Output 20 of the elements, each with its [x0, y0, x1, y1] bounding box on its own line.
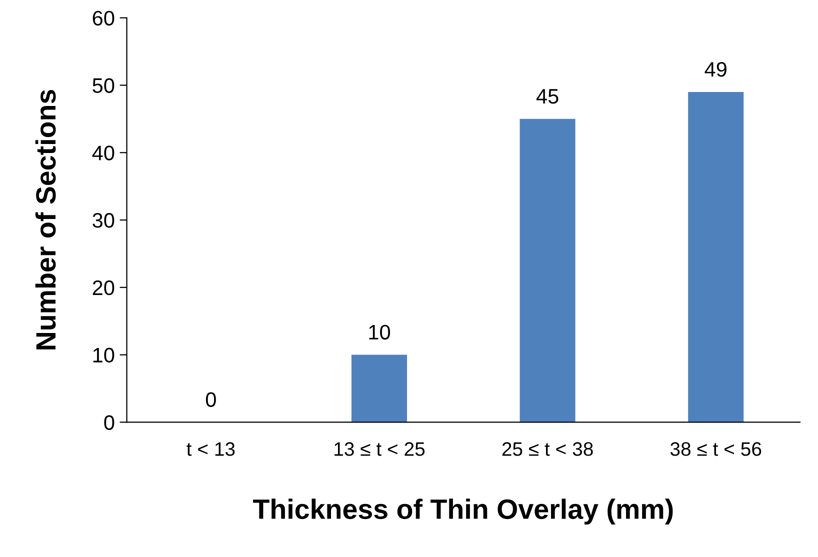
x-tick-label: 25 ≤ t < 38: [502, 442, 593, 456]
y-tick-label: 50: [92, 78, 114, 93]
y-tick-label: 30: [92, 213, 114, 228]
data-label: 49: [704, 62, 726, 77]
x-tick-label: 13 ≤ t < 25: [334, 442, 425, 456]
y-tick-label: 0: [104, 415, 114, 430]
data-label: 10: [369, 324, 390, 340]
x-tick-label: t < 13: [186, 442, 235, 456]
bar: [520, 118, 576, 422]
bar: [351, 354, 408, 422]
y-tick-label: 20: [92, 280, 114, 296]
x-axis-title: Thickness of Thin Overlay (mm): [253, 498, 673, 525]
bar: [688, 92, 744, 422]
y-tick-label: 60: [92, 10, 114, 26]
data-label: 45: [536, 89, 558, 104]
y-tick-label: 10: [93, 348, 114, 363]
data-label: 0: [206, 392, 216, 407]
x-tick-label: 38 ≤ t < 56: [670, 442, 762, 456]
y-tick-label: 40: [92, 146, 114, 160]
y-axis-title: Number of Sections: [35, 90, 56, 350]
